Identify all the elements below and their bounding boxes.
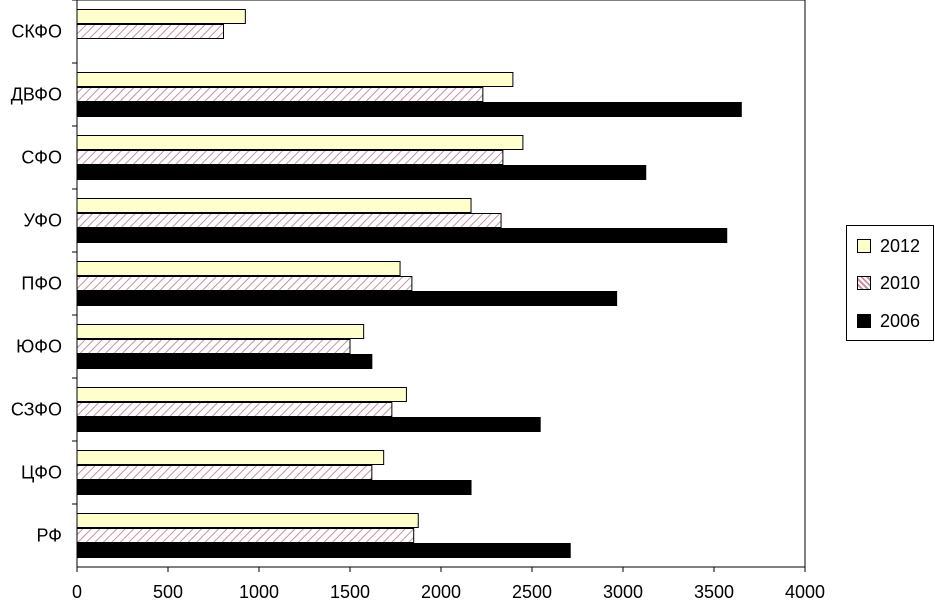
bar-ЦФО-2012 (76, 450, 385, 465)
bar-СЗФО-2010 (76, 402, 393, 417)
bar-ДВФО-2012 (76, 72, 514, 87)
category-label: СЗФО (11, 400, 62, 420)
category-label: УФО (23, 211, 62, 231)
bar-ДВФО-2010 (76, 87, 484, 102)
bar-РФ-2006 (76, 543, 571, 558)
x-tick-label: 1500 (330, 582, 370, 602)
category-label: СФО (21, 148, 62, 168)
bar-ПФО-2012 (76, 261, 401, 276)
category-label: ЮФО (16, 337, 62, 357)
legend-item-2012: 2012 (857, 234, 920, 258)
x-tick-label: 1000 (239, 582, 279, 602)
category-label: СКФО (11, 22, 62, 42)
legend-label-2010: 2010 (880, 273, 921, 293)
bar-ЮФО-2006 (76, 354, 373, 369)
bar-СФО-2010 (76, 150, 504, 165)
x-tick-label: 3500 (694, 582, 734, 602)
bar-УФО-2006 (76, 228, 728, 243)
bar-СКФО-2012 (76, 9, 246, 24)
bar-ПФО-2006 (76, 291, 618, 306)
legend: 2012 2010 2006 (846, 225, 934, 341)
legend-swatch-2006 (857, 314, 871, 328)
legend-label-2006: 2006 (880, 311, 921, 331)
category-label: РФ (37, 526, 63, 546)
x-tick-label: 3000 (603, 582, 643, 602)
x-tick-label: 2000 (421, 582, 461, 602)
bar-УФО-2012 (76, 198, 472, 213)
category-label: ПФО (21, 274, 62, 294)
legend-swatch-2012 (857, 239, 871, 253)
bar-ЮФО-2010 (76, 339, 351, 354)
bar-ЦФО-2010 (76, 465, 373, 480)
legend-swatch-2010 (857, 276, 871, 290)
bar-СЗФО-2006 (76, 417, 541, 432)
bar-СЗФО-2012 (76, 387, 407, 402)
legend-label-2012: 2012 (880, 236, 921, 256)
bar-РФ-2010 (76, 528, 415, 543)
bar-СКФО-2010 (76, 24, 225, 39)
x-axis: 0 500 1000 1500 2000 2500 3000 3500 4000 (72, 567, 825, 602)
bar-ДВФО-2006 (76, 102, 742, 117)
bar-ЮФО-2012 (76, 324, 365, 339)
bar-СФО-2006 (76, 165, 647, 180)
category-label: ДВФО (11, 85, 62, 105)
bar-УФО-2010 (76, 213, 502, 228)
x-tick-label: 2500 (512, 582, 552, 602)
category-label: ЦФО (21, 463, 62, 483)
bar-ПФО-2010 (76, 276, 413, 291)
x-tick-label: 500 (153, 582, 183, 602)
legend-item-2010: 2010 (857, 271, 920, 295)
bar-ЦФО-2006 (76, 480, 472, 495)
x-tick-label: 0 (72, 582, 82, 602)
category-axis-labels: РФ ЦФО СЗФО ЮФО ПФО УФО СФО ДВФО СКФО (11, 0, 77, 546)
x-tick-label: 4000 (785, 582, 825, 602)
bar-group (76, 9, 742, 558)
legend-item-2006: 2006 (857, 309, 920, 333)
bar-РФ-2012 (76, 513, 419, 528)
bar-СФО-2012 (76, 135, 524, 150)
